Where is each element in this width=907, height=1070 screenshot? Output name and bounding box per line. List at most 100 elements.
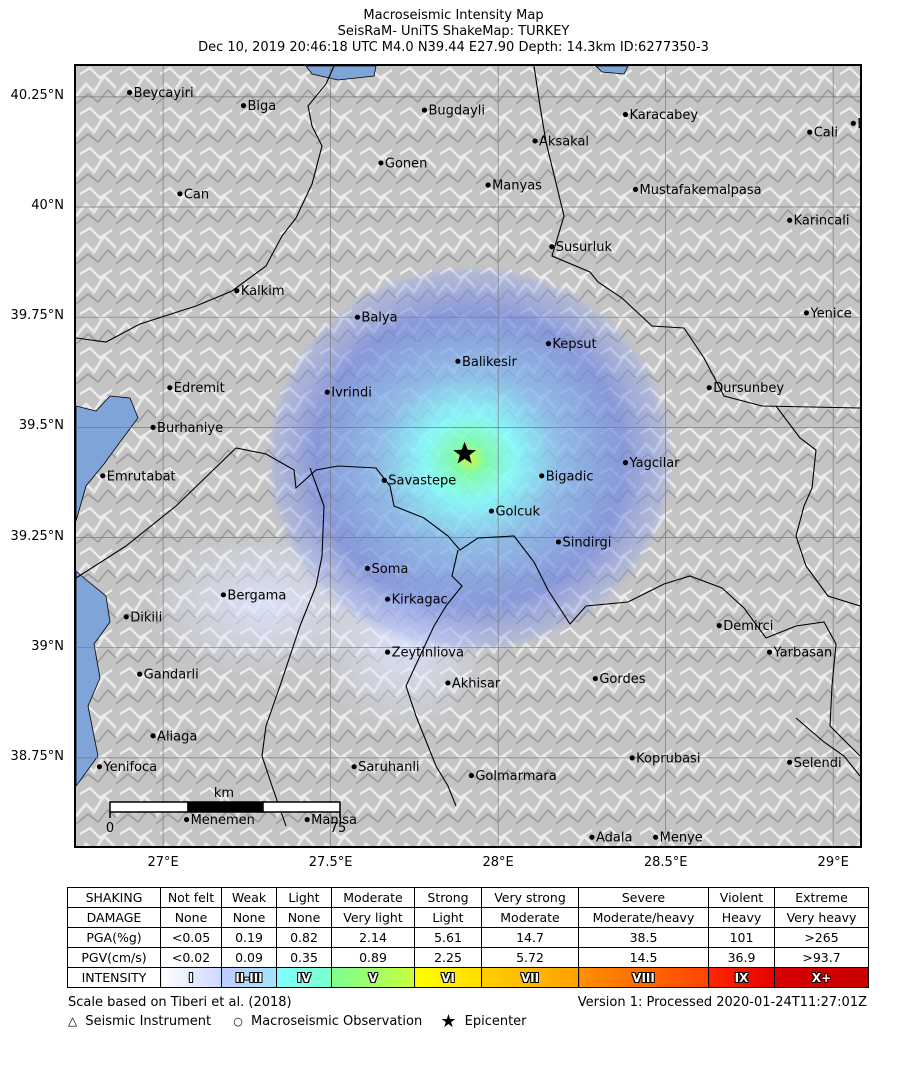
city-dot-icon <box>539 473 545 479</box>
city-marker[interactable]: Bergama <box>220 588 286 603</box>
legend-row-header: PGA(%g) <box>67 927 161 948</box>
city-marker[interactable]: Bursa <box>850 117 860 132</box>
city-marker[interactable]: Emrutabat <box>100 469 176 484</box>
city-marker[interactable]: Gandarli <box>137 668 199 683</box>
city-label: Aksakal <box>539 134 589 149</box>
city-dot-icon <box>706 385 712 391</box>
city-marker[interactable]: Akhisar <box>445 676 501 691</box>
legend-cell: 5.72 <box>481 947 579 968</box>
city-marker[interactable]: Menemen <box>183 813 255 828</box>
city-label: Bigadic <box>546 469 594 484</box>
city-marker[interactable]: Balya <box>354 311 398 326</box>
city-label: Menemen <box>191 813 255 828</box>
city-marker[interactable]: Demirci <box>716 619 774 634</box>
city-marker[interactable]: Golmarmara <box>468 769 557 784</box>
city-dot-icon <box>622 460 629 466</box>
city-marker[interactable]: Selendi <box>787 756 842 771</box>
city-label: Kepsut <box>552 337 596 352</box>
city-marker[interactable]: Aliaga <box>150 729 197 744</box>
city-label: Yenice <box>809 306 851 321</box>
city-marker[interactable]: Karacabey <box>622 108 699 123</box>
city-label: Savastepe <box>388 474 456 489</box>
city-marker[interactable]: Soma <box>364 562 408 577</box>
city-marker[interactable]: Beycayiri <box>127 86 194 101</box>
water-marmara <box>305 66 377 81</box>
intensity-cell: X+ <box>774 967 869 988</box>
circle-icon: ○ <box>233 1015 243 1028</box>
city-dot-icon <box>354 314 361 320</box>
city-marker[interactable]: Sindirgi <box>555 535 612 550</box>
city-dot-icon <box>807 129 813 135</box>
city-marker[interactable]: Saruhanli <box>351 760 420 775</box>
lon-tick-label: 27°E <box>147 855 179 870</box>
lon-tick-label: 27.5°E <box>308 855 353 870</box>
lon-tick-label: 29°E <box>817 855 849 870</box>
city-marker[interactable]: Golcuk <box>488 505 541 520</box>
city-label: Burhaniye <box>157 421 223 436</box>
city-dot-icon <box>324 389 330 395</box>
city-marker[interactable]: Can <box>177 187 209 202</box>
city-label: Adala <box>596 831 632 846</box>
epicenter-star-icon[interactable] <box>453 441 477 464</box>
intensity-cell: IX <box>708 967 775 988</box>
city-marker[interactable]: Susurluk <box>549 240 612 255</box>
city-dot-icon <box>100 473 106 479</box>
city-marker[interactable]: Gonen <box>378 156 427 171</box>
city-label: Ivrindi <box>331 386 372 401</box>
city-dot-icon <box>384 596 391 602</box>
city-marker[interactable]: Karincali <box>787 214 849 229</box>
legend-cell: Strong <box>414 887 482 908</box>
city-marker[interactable]: Manisa <box>304 813 357 828</box>
city-dot-icon <box>629 755 635 761</box>
city-marker[interactable]: Kirkagac <box>384 593 448 608</box>
city-dot-icon <box>183 816 190 823</box>
city-marker[interactable]: Dursunbey <box>706 381 785 396</box>
city-marker[interactable]: Koprubasi <box>629 751 701 766</box>
city-label: Balya <box>361 311 397 326</box>
city-marker[interactable]: Dikili <box>123 610 163 625</box>
city-marker[interactable]: Aksakal <box>532 134 589 149</box>
legend-cell: Moderate <box>481 907 579 928</box>
city-marker[interactable]: Biga <box>240 99 276 114</box>
city-marker[interactable]: Adala <box>589 831 632 846</box>
city-dot-icon <box>787 759 793 765</box>
city-label: Karincali <box>794 214 850 229</box>
city-marker[interactable]: Yarbasan <box>766 646 832 661</box>
city-marker[interactable]: Cali <box>807 126 838 141</box>
city-dot-icon <box>850 120 856 126</box>
city-marker[interactable]: Ivrindi <box>324 386 372 401</box>
city-marker[interactable]: Bugdayli <box>421 104 485 119</box>
city-marker[interactable]: Mustafakemalpasa <box>632 183 762 198</box>
city-label: Golcuk <box>495 505 540 520</box>
city-marker[interactable]: Edremit <box>167 381 225 396</box>
epicenter-label: Epicenter <box>464 1014 527 1029</box>
city-marker[interactable]: Kepsut <box>545 337 597 352</box>
legend-cell: 0.82 <box>276 927 332 948</box>
city-marker[interactable]: Manyas <box>485 178 543 193</box>
city-marker[interactable]: Yenifoca <box>96 760 157 775</box>
lon-tick-label: 28.5°E <box>643 855 688 870</box>
city-marker[interactable]: Savastepe <box>381 474 457 489</box>
city-dot-icon <box>220 592 227 598</box>
city-label: Koprubasi <box>636 751 700 766</box>
city-label: Balikesir <box>462 355 518 370</box>
city-marker[interactable]: Kalkim <box>234 284 285 299</box>
legend-cell: Moderate/heavy <box>578 907 709 928</box>
city-label: Golmarmara <box>475 769 556 784</box>
city-label: Emrutabat <box>107 469 176 484</box>
city-marker[interactable]: Yagcilar <box>622 456 680 471</box>
city-marker[interactable]: Burhaniye <box>150 421 223 436</box>
intensity-cell: VIII <box>578 967 709 988</box>
triangle-icon: △ <box>68 1014 78 1028</box>
legend-cell: None <box>221 907 277 928</box>
city-marker[interactable]: Balikesir <box>455 355 518 370</box>
scale-bar-unit: km <box>214 786 234 801</box>
border-line <box>533 66 860 409</box>
city-marker[interactable]: Gordes <box>592 672 646 687</box>
city-marker[interactable]: Zeytinliova <box>384 646 464 661</box>
city-marker[interactable]: Yenice <box>803 306 852 321</box>
intensity-map[interactable]: Beycayiri Biga Bugdayli Karacabey Bursa Cali A… <box>74 64 862 848</box>
city-marker[interactable]: Bigadic <box>539 469 593 484</box>
city-marker[interactable]: Menye <box>653 831 703 846</box>
legend-row: DAMAGE None None None Very light Light Moderat… <box>67 907 869 928</box>
